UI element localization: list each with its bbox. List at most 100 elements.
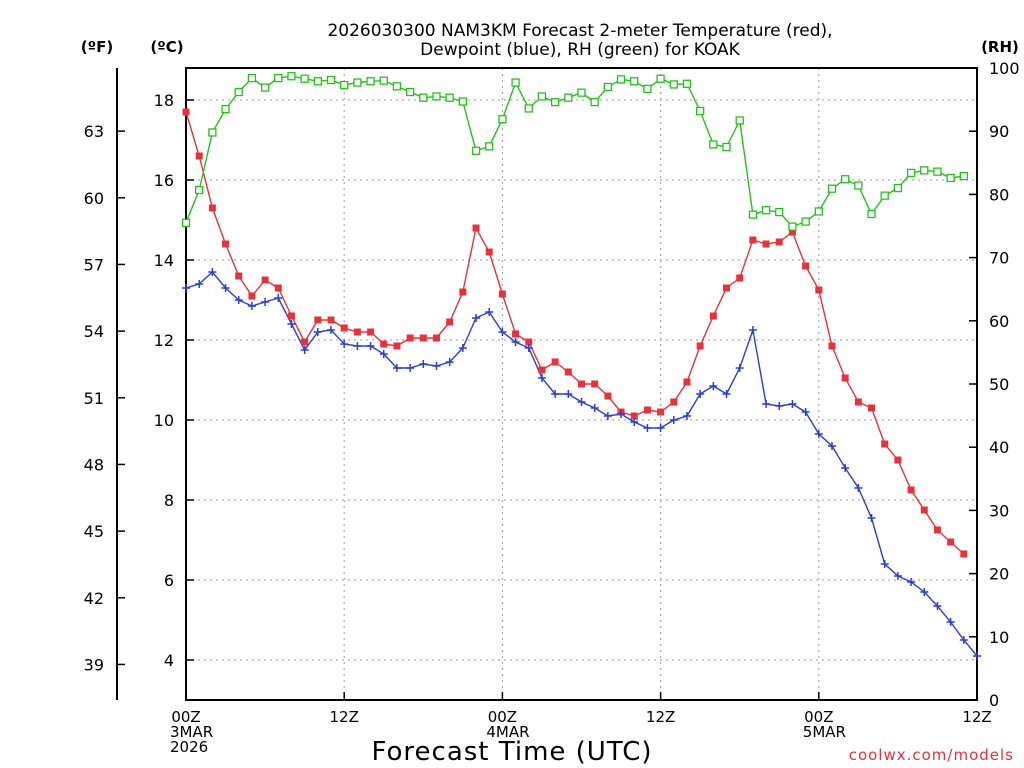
temperature-point <box>920 506 928 514</box>
rh-point <box>379 76 388 85</box>
rh-tick-label: 40 <box>989 438 1009 457</box>
dewpoint-point <box>313 328 322 336</box>
dewpoint-point <box>630 418 639 426</box>
fahrenheit-tick-label: 51 <box>84 389 104 408</box>
rh-point <box>577 88 586 97</box>
dewpoint-point <box>445 358 454 366</box>
temperature-point <box>881 440 889 448</box>
rh-point <box>340 80 349 90</box>
dewpoint-line <box>185 270 978 657</box>
dewpoint-point <box>195 280 204 288</box>
temperature-point <box>525 338 533 346</box>
rh-point <box>669 80 678 89</box>
temperature-point <box>472 224 480 232</box>
dewpoint-point <box>775 402 784 410</box>
fahrenheit-tick-label: 63 <box>84 122 104 141</box>
rh-point <box>260 83 270 92</box>
dewpoint-point <box>643 424 652 432</box>
dewpoint-point <box>827 442 836 450</box>
fahrenheit-tick-label: 60 <box>84 189 104 208</box>
rh-point <box>801 217 810 226</box>
rh-point <box>485 142 494 151</box>
rh-point <box>867 209 876 219</box>
celsius-tick-label: 12 <box>154 331 174 350</box>
fahrenheit-tick-label: 39 <box>84 655 104 674</box>
dewpoint-point <box>537 374 546 382</box>
x-tick-label: 2026 <box>170 738 208 756</box>
dewpoint-point <box>854 484 863 492</box>
dewpoint-point <box>801 408 810 416</box>
x-axis-label: Forecast Time (UTC) <box>371 737 652 767</box>
rh-point <box>511 78 520 87</box>
dewpoint-point <box>907 578 916 586</box>
temperature-point <box>736 274 744 282</box>
temperature-point <box>353 328 361 336</box>
temperature-point <box>578 380 585 388</box>
rh-point <box>643 84 652 94</box>
rh-tick-label: 50 <box>989 375 1009 394</box>
temperature-point <box>314 316 322 324</box>
rh-point <box>313 77 322 86</box>
temperature-point <box>828 342 836 350</box>
temperature-line <box>185 111 965 555</box>
dewpoint-point <box>261 298 270 306</box>
rh-tick-label: 90 <box>989 122 1009 141</box>
dewpoint-point <box>973 652 981 660</box>
rh-point <box>656 74 665 83</box>
temperature-point <box>208 204 216 212</box>
temperature-point <box>380 340 388 348</box>
celsius-tick-label: 14 <box>154 251 174 270</box>
rh-tick-label: 30 <box>989 501 1009 520</box>
temperature-point <box>788 228 796 236</box>
series-markers <box>181 72 981 660</box>
x-tick-label: 12Z <box>646 708 675 726</box>
rh-point <box>630 77 639 86</box>
rh-point <box>722 142 731 152</box>
rh-point <box>458 97 468 106</box>
temperature-point <box>498 290 506 298</box>
temperature-point <box>643 406 651 414</box>
rh-point <box>590 97 599 107</box>
dewpoint-point <box>472 314 481 322</box>
rh-point <box>682 79 692 88</box>
temperature-point <box>538 366 546 374</box>
temperature-point <box>604 392 612 400</box>
rh-point <box>761 206 771 215</box>
rh-point <box>234 87 243 97</box>
rh-point <box>827 184 837 193</box>
fahrenheit-tick-label: 57 <box>84 255 104 274</box>
dewpoint-point <box>577 398 586 406</box>
rh-point <box>788 222 797 231</box>
x-tick-label: 00Z <box>488 708 517 726</box>
temperature-point <box>419 334 427 342</box>
dewpoint-point <box>762 400 771 408</box>
rh-point <box>181 218 191 227</box>
rh-point <box>524 104 533 113</box>
dewpoint-point <box>669 416 678 424</box>
temperature-point <box>802 262 810 270</box>
temperature-point <box>393 342 401 350</box>
dewpoint-point <box>959 636 968 644</box>
temperature-point <box>907 486 915 494</box>
rh-point <box>735 116 744 125</box>
series-lines <box>185 75 978 657</box>
credit-text: coolwx.com/models <box>849 746 1014 764</box>
celsius-unit-label: (ºC) <box>150 38 183 56</box>
rh-point <box>880 191 889 200</box>
temperature-point <box>775 238 783 246</box>
temperature-point <box>248 292 256 300</box>
rh-unit-label: (RH) <box>981 38 1019 56</box>
rh-tick-label: 60 <box>989 312 1009 331</box>
rh-point <box>445 93 454 102</box>
dewpoint-point <box>748 326 757 334</box>
fahrenheit-tick-label: 48 <box>84 455 104 474</box>
dewpoint-point <box>893 572 902 580</box>
rh-point <box>906 168 916 178</box>
temperature-point <box>868 404 876 412</box>
dewpoint-point <box>353 342 362 350</box>
rh-point <box>432 92 441 101</box>
x-tick-label: 4MAR <box>486 723 529 741</box>
dewpoint-point <box>419 360 428 368</box>
temperature-point <box>287 312 295 320</box>
